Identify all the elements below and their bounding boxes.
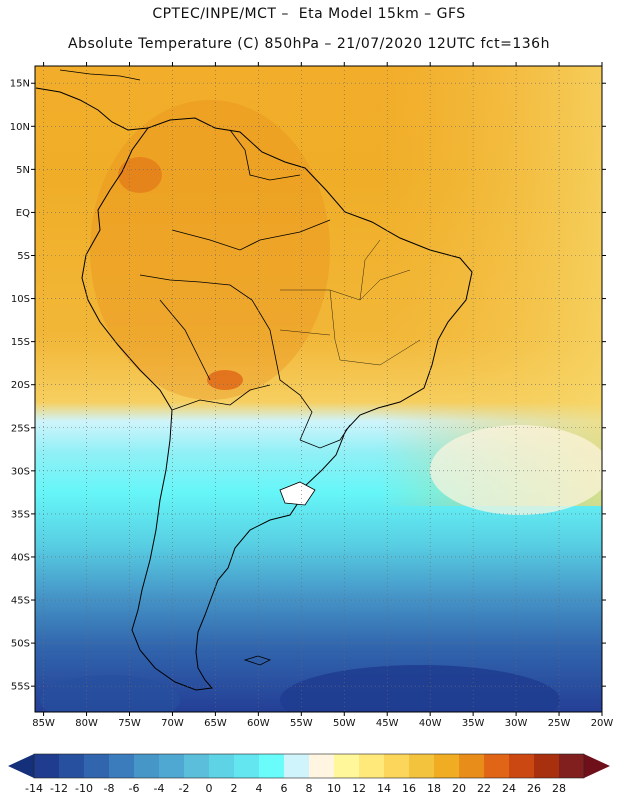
colorbar-label: 20 bbox=[452, 782, 466, 795]
colorbar-swatch bbox=[59, 754, 85, 778]
colorbar-swatch bbox=[109, 754, 135, 778]
country-borders bbox=[139, 129, 351, 449]
cold-core-south bbox=[280, 665, 560, 712]
colorbar-label: -6 bbox=[129, 782, 140, 795]
colorbar-label: 16 bbox=[402, 782, 416, 795]
lon-label: 75W bbox=[118, 718, 141, 729]
colorbar-swatch bbox=[84, 754, 110, 778]
lat-label: 10S bbox=[11, 294, 30, 305]
colorbar-swatch bbox=[309, 754, 335, 778]
colorbar-swatch bbox=[509, 754, 535, 778]
lon-label: 45W bbox=[376, 718, 399, 729]
colorbar-label: -2 bbox=[179, 782, 190, 795]
colorbar-swatch bbox=[159, 754, 185, 778]
lat-label: 5N bbox=[16, 165, 30, 176]
colorbar-label: 4 bbox=[256, 782, 263, 795]
lon-label: 65W bbox=[204, 718, 227, 729]
colorbar-label: 18 bbox=[427, 782, 441, 795]
colorbar-label: 22 bbox=[477, 782, 491, 795]
colorbar-swatch bbox=[284, 754, 310, 778]
pale-ocean-band bbox=[430, 425, 602, 515]
lon-label: 85W bbox=[32, 718, 55, 729]
map-title-line-2: Absolute Temperature (C) 850hPa – 21/07/… bbox=[68, 36, 550, 52]
colorbar-frame bbox=[33, 753, 585, 779]
lat-label: 20S bbox=[11, 380, 30, 391]
lon-label: 70W bbox=[161, 718, 184, 729]
lon-label: 50W bbox=[333, 718, 356, 729]
lat-label: 5S bbox=[17, 251, 30, 262]
colorbar-left-arrow bbox=[8, 754, 34, 778]
caribbean-islands bbox=[59, 69, 141, 81]
lat-label: 25S bbox=[11, 423, 30, 434]
lon-label: 80W bbox=[75, 718, 98, 729]
colorbar-label: 26 bbox=[527, 782, 541, 795]
colorbar-label: -14 bbox=[25, 782, 43, 795]
colorbar-swatch bbox=[184, 754, 210, 778]
lon-label: 60W bbox=[247, 718, 270, 729]
south-america-coastline bbox=[81, 117, 473, 691]
lat-label: EQ bbox=[16, 208, 30, 219]
lat-label: 45S bbox=[11, 596, 30, 607]
colorbar-swatch bbox=[34, 754, 60, 778]
colorbar-label: 24 bbox=[502, 782, 516, 795]
colorbar-swatch bbox=[484, 754, 510, 778]
lat-label: 55S bbox=[11, 682, 30, 693]
map-frame bbox=[34, 65, 603, 713]
colorbar-swatch bbox=[384, 754, 410, 778]
colorbar-swatch bbox=[209, 754, 235, 778]
colorbar-label: 8 bbox=[306, 782, 313, 795]
colorbar-label: 0 bbox=[206, 782, 213, 795]
state-borders bbox=[279, 239, 421, 366]
colorbar-label: 10 bbox=[327, 782, 341, 795]
central-america-coast bbox=[35, 87, 149, 131]
colorbar-swatch bbox=[459, 754, 485, 778]
lon-label: 35W bbox=[462, 718, 485, 729]
colorbar-swatch bbox=[559, 754, 585, 778]
cold-core-southwest bbox=[40, 675, 180, 712]
lon-label: 40W bbox=[419, 718, 442, 729]
colorbar-label: 6 bbox=[281, 782, 288, 795]
longitude-labels: 85W 80W 75W 70W 65W 60W 55W 50W 45W 40W 35W 30W 25W 2… bbox=[32, 718, 613, 729]
falkland-islands bbox=[243, 655, 272, 666]
colorbar-label: -12 bbox=[50, 782, 68, 795]
lon-label: 30W bbox=[505, 718, 528, 729]
lat-label: 30S bbox=[11, 466, 30, 477]
colorbar-label: 28 bbox=[552, 782, 566, 795]
colorbar-label: 12 bbox=[352, 782, 366, 795]
lon-label: 55W bbox=[290, 718, 313, 729]
lat-label: 50S bbox=[11, 639, 30, 650]
lon-label: 25W bbox=[548, 718, 571, 729]
warm-interior-region bbox=[90, 100, 330, 400]
colorbar-swatch bbox=[134, 754, 160, 778]
colorbar-swatch bbox=[434, 754, 460, 778]
lat-label: 40S bbox=[11, 552, 30, 563]
colorbar-label: 14 bbox=[377, 782, 391, 795]
axis-ticks bbox=[31, 62, 606, 716]
lon-label: 20W bbox=[591, 718, 614, 729]
la-plata-region bbox=[279, 481, 316, 506]
graticule bbox=[35, 66, 602, 712]
colorbar-swatch bbox=[409, 754, 435, 778]
colorbar-swatch bbox=[259, 754, 285, 778]
colorbar-label: 2 bbox=[231, 782, 238, 795]
lat-label: 10N bbox=[10, 122, 30, 133]
colorbar-swatch bbox=[359, 754, 385, 778]
map-title-line-1: CPTEC/INPE/MCT – Eta Model 15km – GFS bbox=[152, 6, 466, 22]
colorbar: -14 -12 -10 -8 -6 -4 -2 0 2 4 6 8 10 12 14 16 18 20 22 24 26… bbox=[8, 753, 610, 795]
lat-label: 35S bbox=[11, 509, 30, 520]
colorbar-label: -10 bbox=[75, 782, 93, 795]
colorbar-label: -8 bbox=[104, 782, 115, 795]
colorbar-swatch bbox=[234, 754, 260, 778]
colorbar-swatch bbox=[334, 754, 360, 778]
colorbar-swatch bbox=[534, 754, 560, 778]
colorbar-right-arrow bbox=[584, 754, 610, 778]
lat-label: 15N bbox=[10, 79, 30, 90]
hot-spot-chaco bbox=[207, 370, 243, 390]
latitude-labels: 15N 10N 5N EQ 5S 10S 15S 20S 25S 30S 35S 40S 45S 50S 5… bbox=[10, 79, 30, 693]
hot-spot-north bbox=[118, 157, 162, 193]
lat-label: 15S bbox=[11, 337, 30, 348]
colorbar-label: -4 bbox=[154, 782, 165, 795]
